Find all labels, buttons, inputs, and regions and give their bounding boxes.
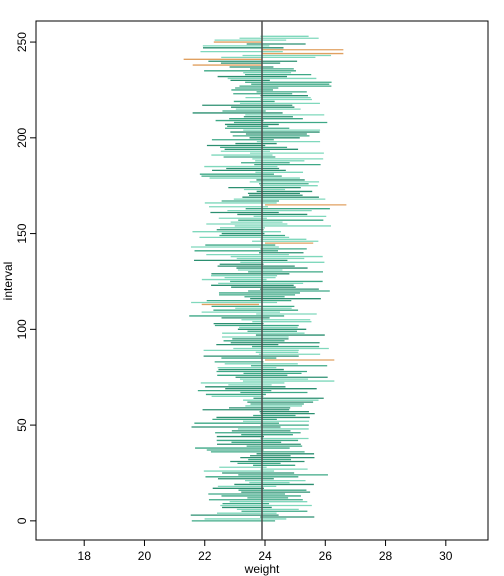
x-tick-label: 26 xyxy=(319,549,333,563)
interval-lines xyxy=(183,35,347,522)
x-tick-label: 22 xyxy=(198,549,212,563)
y-tick-label: 150 xyxy=(15,223,29,243)
x-tick-label: 30 xyxy=(439,549,453,563)
x-axis-label: weight xyxy=(244,562,280,576)
y-tick-label: 250 xyxy=(15,32,29,52)
x-tick-label: 20 xyxy=(138,549,152,563)
y-axis: 0 50 100 150 200 250 xyxy=(15,32,36,524)
y-axis-label: interval xyxy=(1,262,15,301)
y-tick-label: 100 xyxy=(15,319,29,339)
y-tick-label: 200 xyxy=(15,127,29,147)
x-tick-label: 28 xyxy=(379,549,393,563)
y-tick-label: 50 xyxy=(15,418,29,432)
y-tick-label: 0 xyxy=(15,517,29,524)
x-axis: 18 20 22 24 26 28 30 xyxy=(78,540,453,563)
x-tick-label: 18 xyxy=(78,549,92,563)
x-tick-label: 24 xyxy=(258,549,272,563)
